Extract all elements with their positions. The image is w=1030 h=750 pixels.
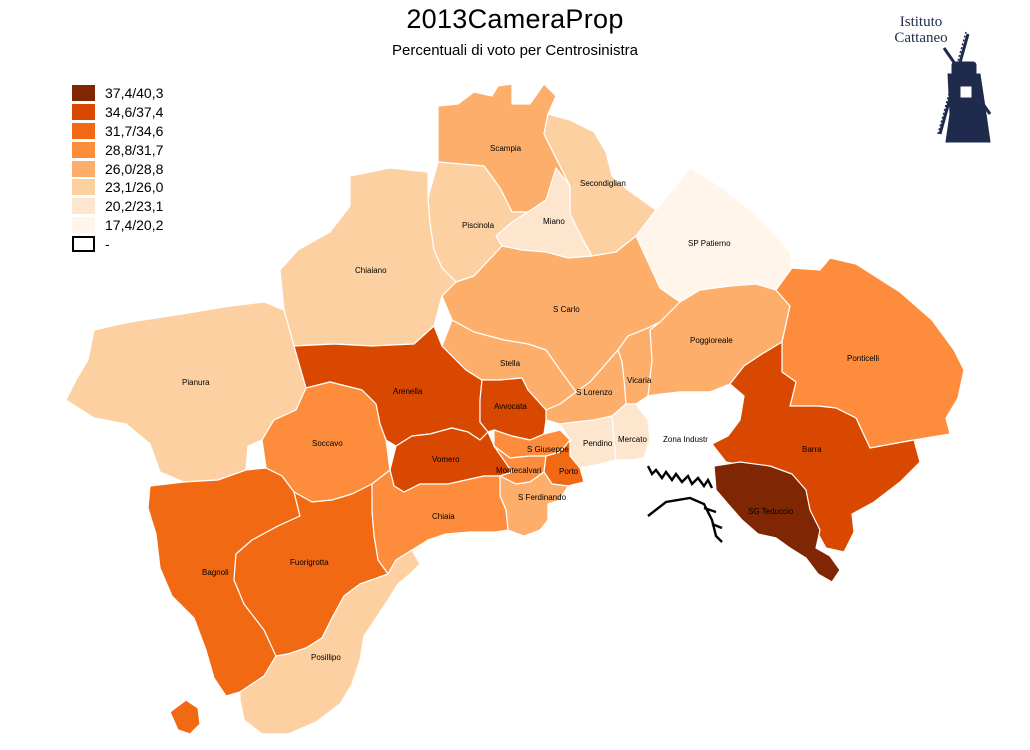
legend-swatch [72,104,95,121]
legend-label: 23,1/26,0 [105,179,164,196]
legend-item: - [72,234,163,253]
label-s-ferdinando: S Ferdinando [518,493,567,502]
legend-label: 37,4/40,3 [105,85,164,102]
legend-swatch [72,160,95,177]
windmill-icon [937,31,992,143]
legend-item: 28,8/31,7 [72,140,163,159]
label-miano: Miano [543,217,565,226]
label-zona-industr: Zona Industr [663,435,708,444]
label-soccavo: Soccavo [312,439,343,448]
legend-label: 28,8/31,7 [105,141,164,158]
label-chiaiano: Chiaiano [355,266,387,275]
label-montecalvari: Montecalvari [496,466,542,475]
legend-item: 20,2/23,1 [72,197,163,216]
legend-label: 17,4/20,2 [105,216,164,233]
label-stella: Stella [500,359,521,368]
label-vomero: Vomero [432,455,460,464]
legend-label: 31,7/34,6 [105,122,164,139]
logo-text: Istituto Cattaneo [888,14,954,46]
port-piers [646,465,723,543]
district-bagnoli-islet [169,699,201,735]
map-subtitle: Percentuali di voto per Centrosinistra [392,42,638,59]
legend-item: 34,6/37,4 [72,103,163,122]
label-chiaia: Chiaia [432,512,455,521]
label-arenella: Arenella [393,387,423,396]
label-s-carlo: S Carlo [553,305,580,314]
logo-line-2: Cattaneo [894,30,948,46]
legend-swatch [72,122,95,139]
label-vicaria: Vicaria [627,376,652,385]
label-posillipo: Posillipo [311,653,341,662]
label-scampia: Scampia [490,144,522,153]
legend-label: 34,6/37,4 [105,104,164,121]
district-labels: Scampia Secondiglian Miano Piscinola Chi… [182,144,879,662]
label-sp-patierno: SP Patierno [688,239,731,248]
legend-swatch [72,141,95,158]
district-pianura [65,301,307,483]
label-sg-teduccio: SG Teduccio [748,507,794,516]
district-chiaia [371,469,509,575]
label-mercato: Mercato [618,435,647,444]
legend-item: 17,4/20,2 [72,216,163,235]
legend-swatch [72,235,95,252]
legend-swatch [72,216,95,233]
legend-item: 31,7/34,6 [72,122,163,141]
label-pendino: Pendino [583,439,613,448]
legend-label: 20,2/23,1 [105,198,164,215]
legend-swatch [72,179,95,196]
label-fuorigrotta: Fuorigrotta [290,558,329,567]
label-ponticelli: Ponticelli [847,354,879,363]
label-secondiglian: Secondiglian [580,179,626,188]
legend-item: 37,4/40,3 [72,84,163,103]
legend-item: 23,1/26,0 [72,178,163,197]
label-avvocata: Avvocata [494,402,527,411]
label-s-lorenzo: S Lorenzo [576,388,613,397]
district-posillipo [239,549,421,735]
legend-label: 26,0/28,8 [105,160,164,177]
logo-line-1: Istituto [899,14,943,30]
label-barra: Barra [802,445,822,454]
label-poggioreale: Poggioreale [690,336,733,345]
legend-item: 26,0/28,8 [72,159,163,178]
district-sg-teduccio [713,461,841,583]
label-s-giuseppe: S Giuseppe [527,445,569,454]
label-bagnoli: Bagnoli [202,568,229,577]
label-piscinola: Piscinola [462,221,495,230]
label-porto: Porto [559,467,579,476]
district-barra [711,341,921,553]
legend-swatch [72,198,95,215]
map-title: 2013CameraProp [406,4,624,34]
legend: 37,4/40,3 34,6/37,4 31,7/34,6 28,8/31,7 … [72,84,163,253]
istituto-cattaneo-logo: Istituto Cattaneo [880,14,1000,149]
legend-label: - [105,235,110,252]
legend-swatch [72,85,95,102]
label-pianura: Pianura [182,378,210,387]
